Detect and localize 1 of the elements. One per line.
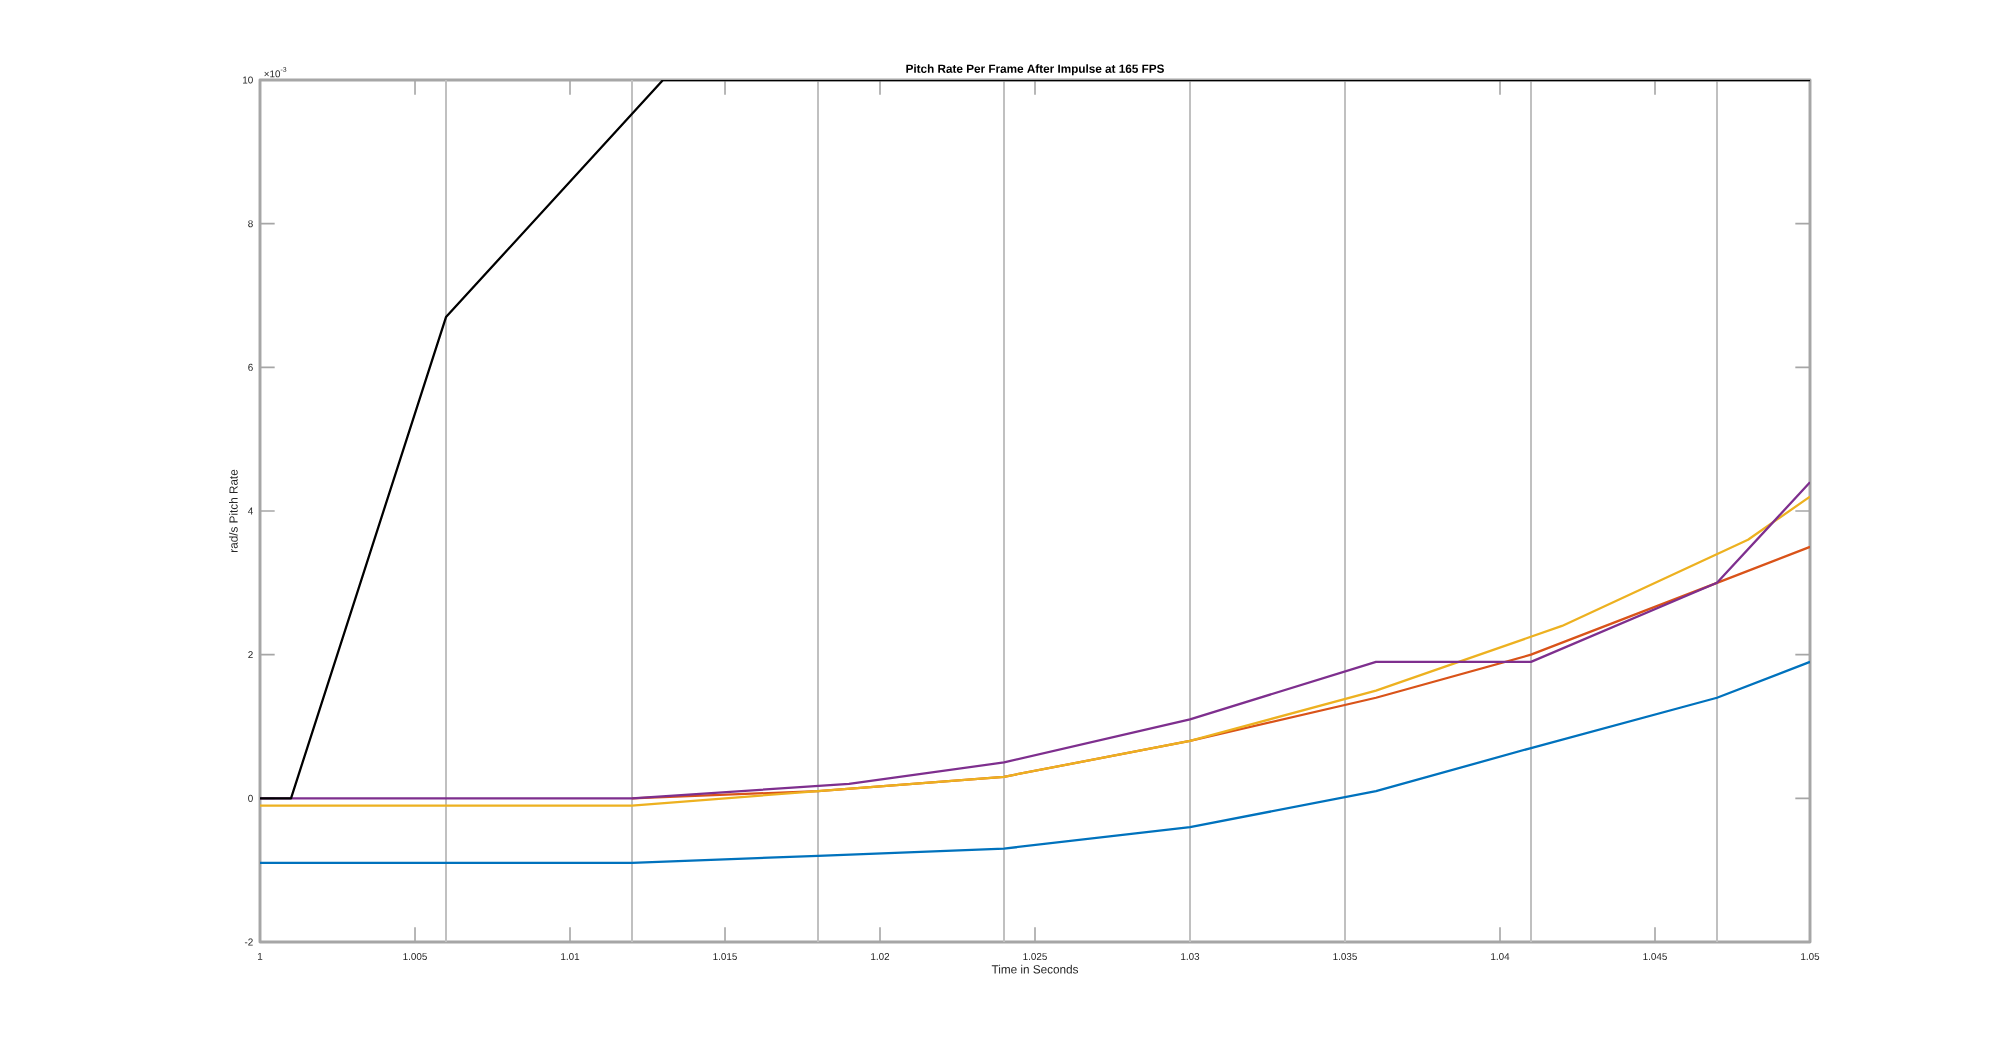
line-series bbox=[260, 660, 1810, 865]
